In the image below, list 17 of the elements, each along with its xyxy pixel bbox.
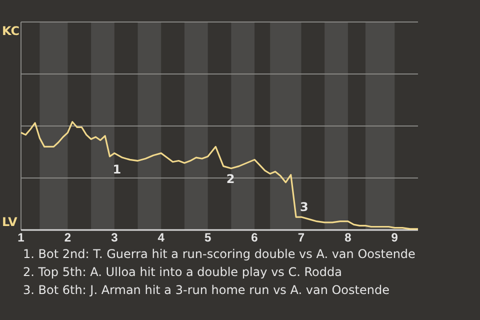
text: LV [2, 215, 18, 229]
text: 1. Bot 2nd: T. Guerra hit a run-scoring double vs A. van Oostende [23, 247, 416, 261]
x-tick-label: 6 [251, 230, 258, 245]
annotation: 3 [300, 200, 308, 214]
x-tick-label: 1 [18, 230, 25, 245]
x-tick-label: 7 [298, 230, 305, 245]
x-tick-label: 9 [391, 230, 398, 245]
text: 2. Top 5th: A. Ulloa hit into a double play vs C. Rodda [23, 265, 342, 279]
text: KC [2, 24, 20, 38]
annotation: 1 [112, 162, 122, 176]
x-tick-label: 5 [204, 230, 212, 245]
x-tick-label: 2 [64, 230, 72, 245]
x-tick-label: 4 [158, 230, 165, 245]
x-tick-label: 8 [344, 230, 352, 245]
annotation: 2 [226, 172, 235, 186]
x-tick-label: 3 [111, 230, 118, 245]
text: 3. Bot 6th: J. Arman hit a 3-run home run vs A. van Oostende [23, 283, 390, 297]
